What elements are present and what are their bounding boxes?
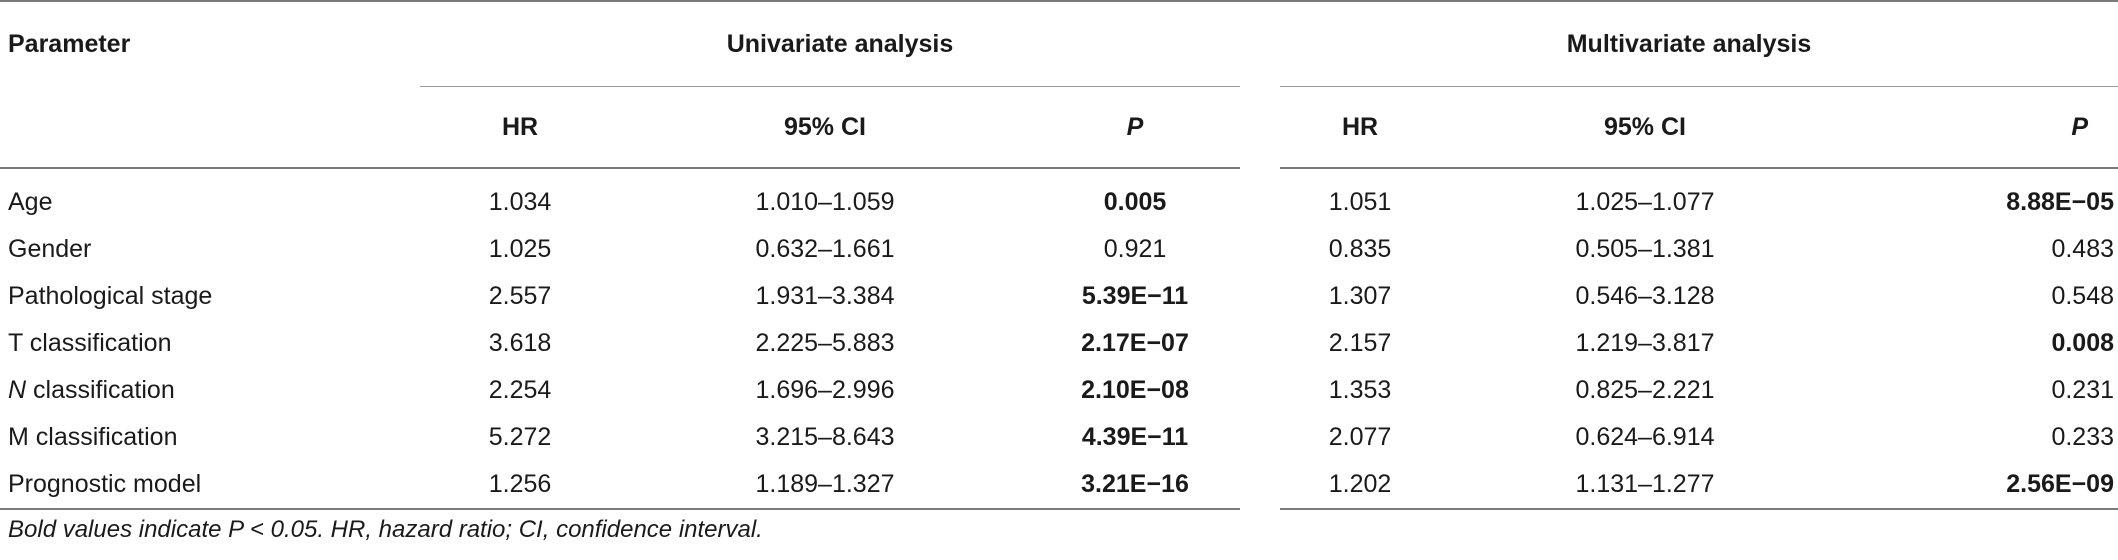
cell-multivariate-ci: 0.546–3.128 [1575,282,1715,310]
cell-multivariate-hr: 2.077 [1240,414,1440,461]
parameter-label: Age [8,188,53,216]
cell-multivariate-hr: 1.051 [1240,168,1440,226]
cell-univariate-hr: 1.034 [488,188,552,216]
cell-univariate-p: 2.17E−07 [1081,329,1189,357]
cell-univariate-hr: 5.272 [488,423,552,451]
cox-regression-table: Parameter Univariate analysis Multivaria… [0,1,2118,510]
header-univariate: Univariate analysis [726,29,954,58]
table-row: Prognostic model 1.256 1.189–1.327 3.21E−16… [0,461,2118,510]
cell-parameter: Prognostic model [0,461,420,510]
header-multivariate-ci: 95% CI [1440,86,1850,167]
cell-univariate-p: 4.39E−11 [1081,423,1189,451]
header-univariate-hr: HR [420,86,620,167]
cell-multivariate-p: 0.548 [2051,282,2114,310]
cell-multivariate-p: 0.233 [2051,423,2114,451]
header-univariate-ci: 95% CI [620,86,1030,167]
header-univariate-p: P [1030,86,1260,167]
table-footnote: Bold values indicate P < 0.05. HR, hazar… [8,516,763,543]
table-row: Gender 1.025 0.632–1.661 0.921 0.835 0.505–1.… [0,226,2118,273]
cell-multivariate-ci: 1.219–3.817 [1575,329,1715,357]
cell-univariate-ci: 2.225–5.883 [755,329,895,357]
table-row: M classification 5.272 3.215–8.643 4.39E−11… [0,414,2118,461]
cell-parameter: Age [0,168,420,226]
cell-univariate-p: 0.005 [1103,188,1167,216]
parameter-label: M classification [8,423,178,451]
cell-univariate-hr: 2.254 [488,376,552,404]
header-multivariate: Multivariate analysis [1566,29,1812,58]
cell-multivariate-hr: 2.157 [1240,320,1440,367]
cell-multivariate-p: 0.483 [2051,235,2114,263]
cell-parameter: N classification [0,367,420,414]
cell-univariate-ci: 1.010–1.059 [755,188,895,216]
cell-univariate-p: 0.921 [1103,235,1167,263]
cell-univariate-p: 3.21E−16 [1030,461,1260,510]
parameter-label: classification [26,376,175,404]
cell-univariate-ci: 3.215–8.643 [755,423,895,451]
cell-multivariate-hr: 1.307 [1240,273,1440,320]
cell-multivariate-ci: 1.025–1.077 [1575,188,1715,216]
cell-multivariate-ci: 0.825–2.221 [1575,376,1715,404]
table-row: Pathological stage 2.557 1.931–3.384 5.39E−… [0,273,2118,320]
cell-univariate-ci: 0.632–1.661 [755,235,895,263]
header-row-columns: HR 95% CI P HR 95% CI P [0,86,2118,167]
cell-multivariate-ci: 0.505–1.381 [1575,235,1715,263]
header-multivariate-p: P [1850,86,2118,167]
cell-univariate-ci: 1.931–3.384 [755,282,895,310]
header-parameter: Parameter [8,29,131,58]
cell-multivariate-ci: 1.131–1.277 [1440,461,1850,510]
cell-univariate-ci: 1.189–1.327 [620,461,1030,510]
cell-parameter: Pathological stage [0,273,420,320]
parameter-label: T classification [8,329,172,357]
cell-univariate-hr: 3.618 [488,329,552,357]
cell-parameter: Gender [0,226,420,273]
parameter-label: Pathological stage [8,282,213,310]
cell-multivariate-ci: 0.624–6.914 [1575,423,1715,451]
cell-univariate-ci: 1.696–2.996 [755,376,895,404]
cell-multivariate-hr: 1.202 [1240,461,1440,510]
parameter-label: Prognostic model [8,470,202,498]
cell-univariate-hr: 2.557 [488,282,552,310]
header-multivariate-hr: HR [1240,86,1440,167]
parameter-italic-prefix: N [8,376,27,404]
cell-multivariate-hr: 1.353 [1240,367,1440,414]
cell-parameter: T classification [0,320,420,367]
cell-multivariate-p: 0.231 [2051,376,2114,404]
parameter-label: Gender [8,235,92,263]
cell-univariate-hr: 1.025 [488,235,552,263]
cell-univariate-hr: 1.256 [420,461,620,510]
cell-parameter: M classification [0,414,420,461]
cell-univariate-p: 2.10E−08 [1081,376,1189,404]
cell-multivariate-hr: 0.835 [1240,226,1440,273]
table-row: N classification 2.254 1.696–2.996 2.10E−08… [0,367,2118,414]
table-row: Age 1.034 1.010–1.059 0.005 1.051 1.025–1.077… [0,168,2118,226]
cell-univariate-p: 5.39E−11 [1081,282,1189,310]
cell-multivariate-p: 8.88E−05 [2006,188,2114,216]
header-row-groups: Parameter Univariate analysis Multivaria… [0,1,2118,87]
cell-multivariate-p: 2.56E−09 [1850,461,2118,510]
cell-multivariate-p: 0.008 [2051,329,2114,357]
table-row: T classification 3.618 2.225–5.883 2.17E−07… [0,320,2118,367]
